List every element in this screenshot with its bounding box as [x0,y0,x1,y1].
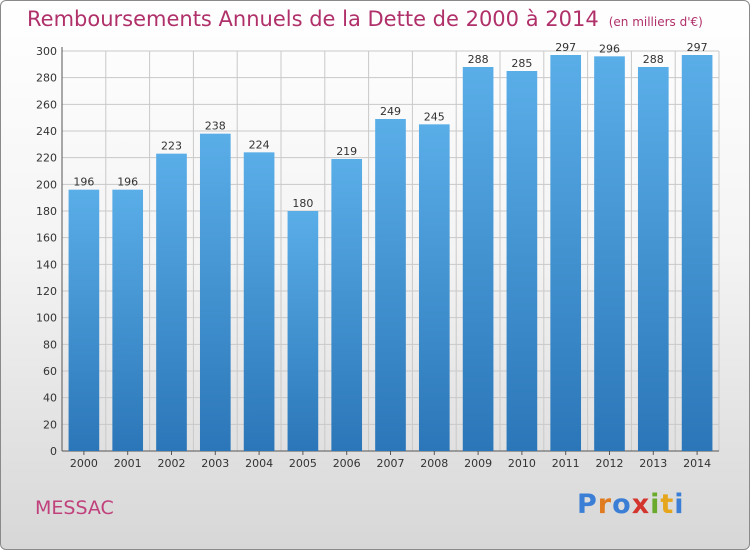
bar-value-label: 224 [249,138,270,151]
y-tick-label: 200 [36,178,57,191]
bar [331,159,363,451]
bar-value-label: 196 [73,176,94,189]
bar [550,55,582,451]
bar-value-label: 219 [336,145,357,158]
y-tick-label: 260 [36,98,57,111]
bar [287,211,319,451]
x-tick-label: 2001 [114,457,142,470]
bar-value-label: 296 [599,42,620,55]
bar [637,67,669,451]
bar-value-label: 285 [511,57,532,70]
x-tick-label: 2013 [639,457,667,470]
x-tick-label: 2007 [377,457,405,470]
y-tick-label: 60 [43,365,57,378]
proxiti-logo[interactable]: Proxiti [577,489,685,520]
x-tick-label: 2004 [245,457,273,470]
bar [681,55,713,451]
bar [462,67,494,451]
y-tick-label: 220 [36,152,57,165]
bar-value-label: 238 [205,120,226,133]
bar-value-label: 288 [468,53,489,66]
bar [112,189,144,451]
bar-value-label: 249 [380,105,401,118]
y-tick-label: 100 [36,312,57,325]
bar [68,189,100,451]
x-tick-label: 2000 [70,457,98,470]
x-tick-label: 2002 [158,457,186,470]
logo-letter: x [631,489,651,520]
x-tick-label: 2012 [596,457,624,470]
bar-value-label: 223 [161,140,182,153]
chart-title: Remboursements Annuels de la Dette de 20… [27,7,703,31]
bar-value-label: 288 [643,53,664,66]
x-tick-label: 2008 [420,457,448,470]
bar-value-label: 297 [555,41,576,54]
bar-value-label: 297 [687,41,708,54]
bars: 196 196 223 238 224 180 219 249 245 288 285 297 296 2… [68,41,713,452]
logo-letter: i [674,489,685,520]
logo-letter: r [597,489,613,520]
y-tick-label: 40 [43,392,57,405]
y-tick-label: 20 [43,418,57,431]
y-tick-label: 140 [36,258,57,271]
x-tick-label: 2011 [552,457,580,470]
y-tick-label: 240 [36,125,57,138]
bar [594,56,625,451]
logo-letter: t [660,489,675,520]
bar [375,119,406,451]
x-tick-label: 2014 [683,457,711,470]
bar-value-label: 245 [424,110,445,123]
logo-letter: i [650,489,661,520]
bar-value-label: 180 [292,197,313,210]
bar-value-label: 196 [117,176,138,189]
bar [199,133,231,451]
x-tick-label: 2010 [508,457,536,470]
y-tick-label: 280 [36,72,57,85]
bar [506,71,538,451]
x-tick-label: 2005 [289,457,317,470]
commune-name: MESSAC [35,497,114,519]
logo-letter: P [577,489,598,520]
logo-letter: o [612,489,632,520]
bar [418,124,450,451]
y-tick-label: 0 [50,445,57,458]
y-tick-label: 300 [36,45,57,58]
y-tick-label: 160 [36,232,57,245]
x-tick-label: 2003 [201,457,229,470]
y-tick-label: 120 [36,285,57,298]
y-tick-label: 180 [36,205,57,218]
bar [156,153,187,451]
bar [243,152,275,452]
chart-title-text: Remboursements Annuels de la Dette de 20… [27,7,599,31]
y-tick-label: 80 [43,338,57,351]
chart-unit: (en milliers d'€) [608,15,703,29]
x-tick-label: 2009 [464,457,492,470]
x-tick-label: 2006 [333,457,361,470]
axes: 0 20 40 60 80 100 120 140 160 180 200 220 240 260 280 3… [36,45,719,470]
